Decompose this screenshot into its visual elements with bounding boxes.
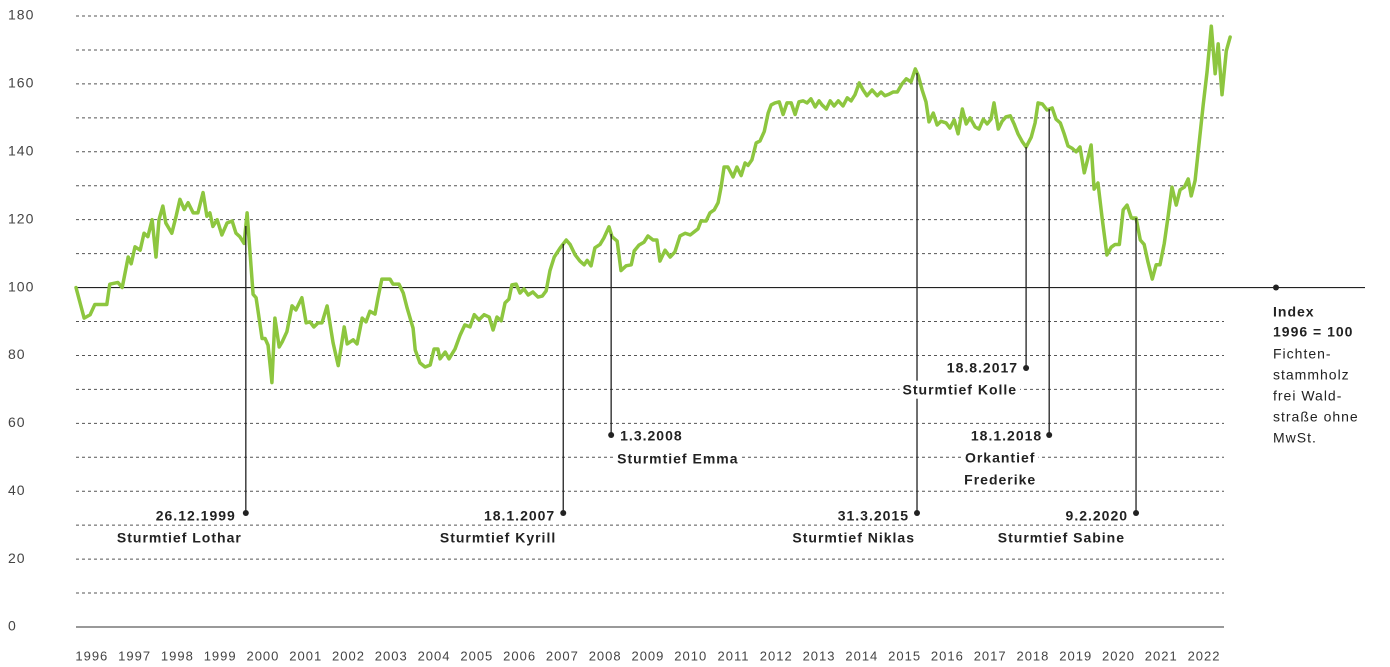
x-tick-label: 2013 [803,648,836,663]
x-tick-label: 2004 [418,648,451,663]
y-tick-label: 140 [8,142,34,158]
annotation-label: Sturmtief Lothar [117,530,242,546]
x-tick-label: 2017 [974,648,1007,663]
reference-dot [1273,284,1279,291]
annotations: 26.12.1999 Sturmtief Lothar 18.1.2007 Sturm… [113,72,1140,547]
y-tick-label: 40 [8,482,26,498]
annotation-label: Sturmtief Kolle [903,382,1018,398]
annotation-label: Sturmtief Kyrill [440,530,556,546]
x-tick-label: 2002 [332,648,365,663]
label-background [436,528,560,547]
annotation-date: 18.1.2018 [971,428,1042,444]
note-text: straße ohne [1273,409,1359,425]
y-tick-label: 160 [8,75,34,91]
x-tick-label: 1996 [75,648,108,663]
annotation-date: 18.1.2007 [484,508,555,524]
note: Index 1996 = 100 Fichten-stammholz frei Wal… [1273,304,1359,446]
annotation-label: Frederike [964,472,1036,488]
label-background [834,506,913,525]
x-tick-label: 2008 [589,648,622,663]
annotation-label: Sturmtief Sabine [998,530,1125,546]
x-tick-label: 2014 [845,648,878,663]
annotation: 9.2.2020 Sturmtief Sabine [994,506,1132,547]
annotation-label: Sturmtief Niklas [792,530,915,546]
annotation-date: 26.12.1999 [156,508,236,524]
label-background [994,528,1129,547]
note-text: frei Wald- [1273,388,1342,404]
x-tick-label: 2022 [1188,648,1221,663]
x-tick-label: 2007 [546,648,579,663]
annotation-texts: 26.12.1999 Sturmtief Lothar 18.1.2007 Sturm… [113,358,1132,547]
annotation-dot [1023,365,1030,371]
note-text: MwSt. [1273,430,1317,446]
x-tick-label: 2018 [1016,648,1049,663]
y-tick-label: 60 [8,414,26,430]
y-tick-label: 20 [8,550,26,566]
annotation-dot [914,510,921,516]
annotation: 31.3.2015 Sturmtief Niklas [789,506,919,547]
x-tick-label: 2020 [1102,648,1135,663]
x-tick-label: 2001 [289,648,322,663]
y-tick-label: 120 [8,210,34,226]
annotation: 1.3.2008 Sturmtief Emma [614,426,742,468]
plot [74,24,1232,385]
annotation-dot [242,510,249,516]
x-tick-label: 1997 [118,648,151,663]
y-tick-label: 80 [8,346,26,362]
y-tick-label: 0 [8,618,17,634]
annotation-label: Orkantief [965,450,1035,466]
grid: 0 20 40 60 80 100 120 140 160 180 1996 1997 1998 1999… [8,7,1365,663]
label-background [899,380,1021,399]
annotation-dot [1133,510,1140,516]
x-tick-label: 2011 [718,648,750,663]
x-tick-label: 2016 [931,648,964,663]
annotation-dot [608,432,615,438]
note-title: 1996 = 100 [1273,324,1353,340]
x-tick-label: 2019 [1059,648,1092,663]
x-tick-label: 2010 [674,648,707,663]
x-tick-label: 1998 [161,648,194,663]
label-background [961,448,1039,467]
annotation-dot [560,510,567,516]
label-background [961,470,1040,489]
note-title: Index [1273,304,1315,320]
label-background [113,528,245,547]
y-tick-label: 180 [8,7,34,23]
annotation: 18.8.2017 Sturmtief Kolle [899,358,1022,399]
annotation-date: 1.3.2008 [620,428,683,444]
annotation: 26.12.1999 Sturmtief Lothar [113,506,245,547]
label-background [617,426,686,445]
x-tick-label: 2015 [888,648,921,663]
annotation: 18.1.2018 Orkantief Frederike [961,426,1046,489]
x-tick-label: 2005 [460,648,493,663]
annotation-date: 9.2.2020 [1066,508,1129,524]
annotation-lines [242,72,1140,516]
x-tick-label: 1999 [204,648,237,663]
label-background [1062,506,1132,525]
label-background [480,506,559,525]
x-tick-label: 2009 [631,648,664,663]
label-background [943,358,1022,377]
x-tick-label: 2021 [1145,648,1178,663]
x-tick-label: 2003 [375,648,408,663]
note-text: stammholz [1273,367,1350,383]
annotation-date: 18.8.2017 [947,360,1018,376]
annotation-label: Sturmtief Emma [617,451,738,467]
label-background [152,506,239,525]
label-background [614,449,742,468]
label-background [789,528,919,547]
y-tick-label: 100 [8,278,34,294]
label-background [967,426,1046,445]
annotation-date: 31.3.2015 [838,508,909,524]
x-tick-label: 2012 [760,648,793,663]
x-tick-label: 2000 [246,648,279,663]
annotation: 18.1.2007 Sturmtief Kyrill [436,506,560,547]
note-text: Fichten- [1273,346,1332,362]
annotation-dot [1046,432,1053,438]
x-tick-label: 2006 [503,648,536,663]
data-line [74,24,1232,385]
